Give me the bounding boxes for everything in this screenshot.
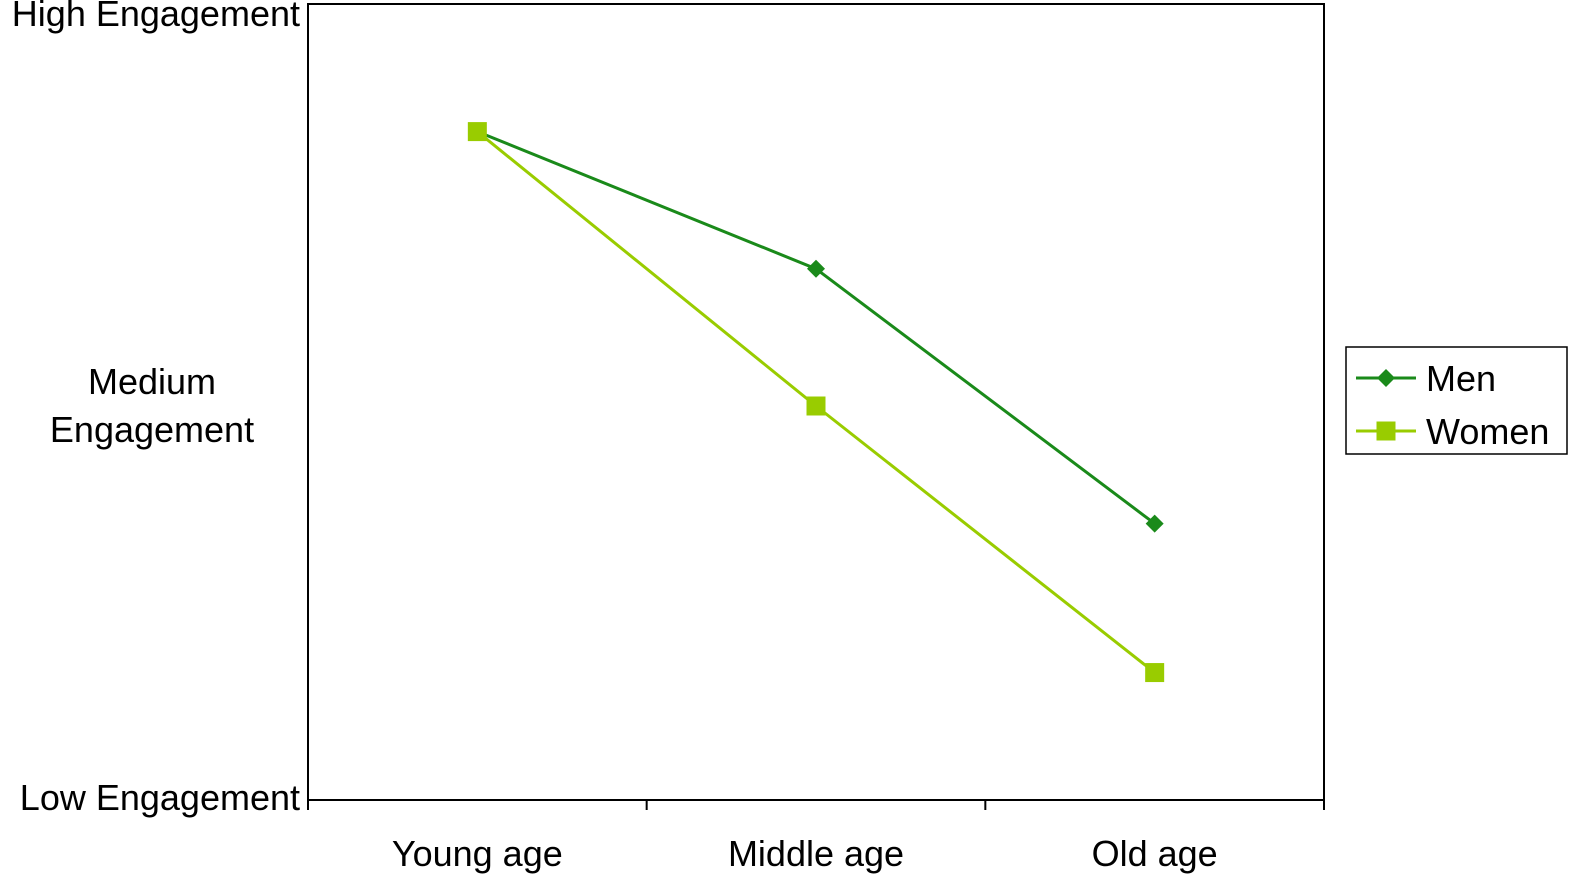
- y-tick-label-line: Low Engagement: [20, 777, 300, 818]
- legend: Men Women: [1345, 346, 1568, 455]
- y-axis: Low Engagement Medium Engagement High Engag…: [12, 0, 300, 818]
- data-point: [1145, 663, 1165, 683]
- y-tick-label-line: Engagement: [50, 409, 254, 450]
- legend-label: Women: [1426, 411, 1549, 452]
- x-tick-label: Young age: [392, 833, 563, 874]
- series-men: [468, 122, 1164, 533]
- x-tick-label: Middle age: [728, 833, 904, 874]
- data-point: [1145, 514, 1164, 533]
- x-tick-label: Old age: [1092, 833, 1218, 874]
- y-tick-label: Low Engagement: [20, 777, 300, 818]
- y-tick-label: High Engagement: [12, 0, 300, 34]
- y-tick-label-line: High Engagement: [12, 0, 300, 34]
- data-point: [807, 259, 825, 278]
- y-tick-label-line: Medium: [88, 361, 216, 402]
- x-axis: Young age Middle age Old age: [307, 800, 1325, 874]
- y-tick-label: Medium Engagement: [50, 361, 254, 450]
- series-women: [467, 122, 1165, 683]
- plot-area-border: [307, 3, 1325, 801]
- data-point: [467, 122, 487, 142]
- legend-label: Men: [1426, 358, 1496, 399]
- series-line: [476, 130, 1156, 525]
- data-point: [806, 396, 826, 416]
- series-layer: [467, 122, 1165, 683]
- legend-marker: [1376, 421, 1396, 441]
- legend-marker: [1377, 369, 1395, 387]
